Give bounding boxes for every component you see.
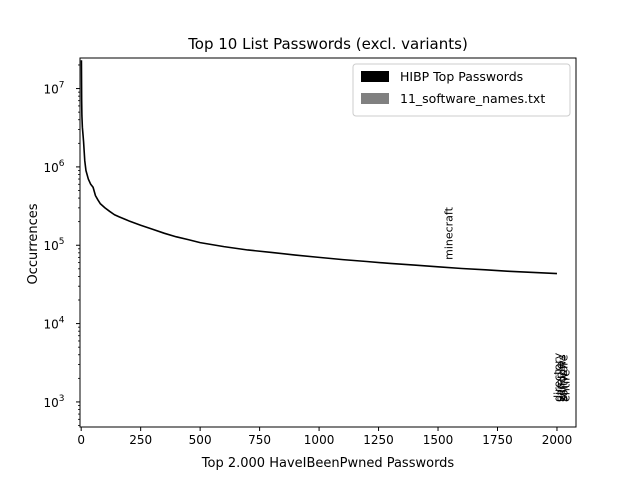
- x-tick-label-5: 1250: [363, 433, 394, 447]
- plot-area: minecraft directorysamplewindowssoftwaree…: [43, 57, 577, 447]
- annotation-5: entire: [559, 370, 572, 402]
- x-tick-label-1: 250: [129, 433, 152, 447]
- x-tick-label-6: 1500: [423, 433, 454, 447]
- x-tick-label-3: 750: [248, 433, 271, 447]
- legend-swatch-0: [361, 71, 389, 82]
- x-axis-label: Top 2.000 HaveIBeenPwned Passwords: [201, 456, 455, 471]
- x-tick-label-7: 1750: [482, 433, 513, 447]
- annotation-1: directory: [552, 352, 565, 402]
- legend-swatch-1: [361, 93, 389, 104]
- x-tick-label-8: 2000: [542, 433, 573, 447]
- annotation-4: software: [557, 354, 570, 401]
- legend: HIBP Top Passwords 11_software_names.txt: [352, 63, 571, 117]
- x-tick-label-2: 500: [189, 433, 212, 447]
- legend-box: [352, 63, 571, 117]
- series-line-hibp: [80, 60, 558, 275]
- annotation-2: sample: [554, 362, 567, 402]
- plot-frame: [79, 57, 577, 428]
- annotation-0: minecraft: [443, 206, 456, 260]
- x-tick-label-4: 1000: [304, 433, 335, 447]
- y-axis-label: Occurrences: [26, 203, 41, 284]
- legend-label-1: 11_software_names.txt: [400, 91, 545, 106]
- chart-title: Top 10 List Passwords (excl. variants): [187, 35, 468, 53]
- x-tick-label-0: 0: [77, 433, 85, 447]
- legend-label-0: HIBP Top Passwords: [400, 69, 523, 84]
- annotation-3: windows: [556, 354, 569, 402]
